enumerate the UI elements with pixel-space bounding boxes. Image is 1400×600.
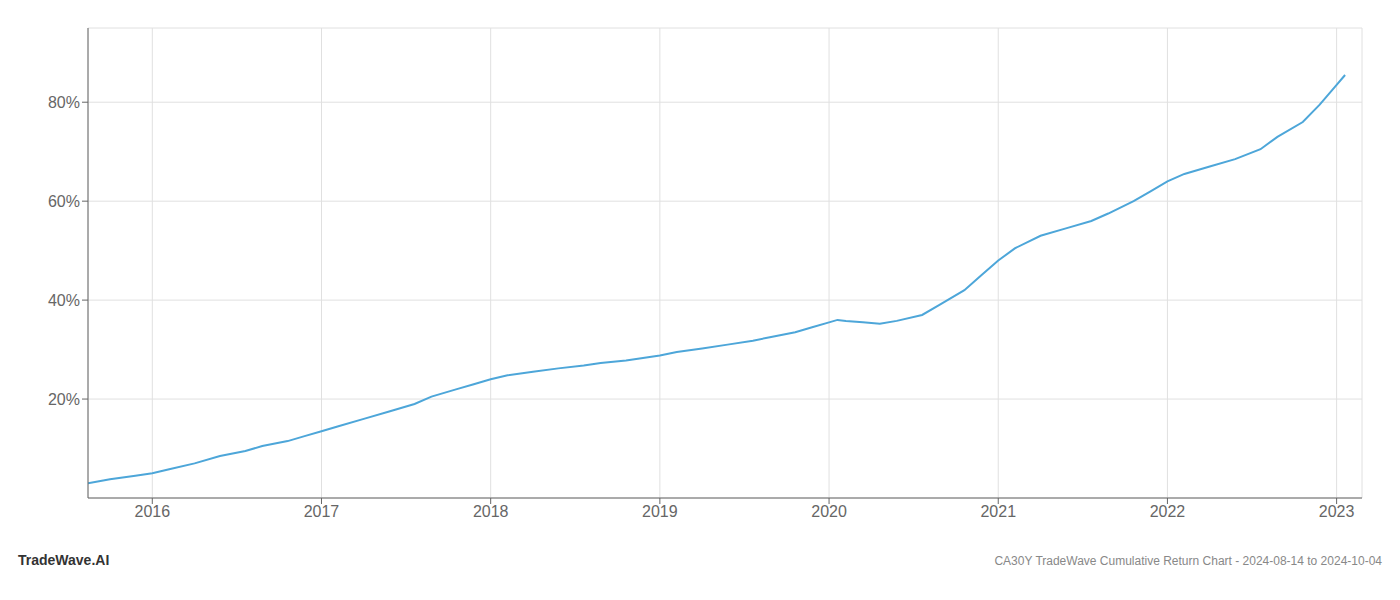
svg-text:60%: 60% bbox=[48, 193, 80, 210]
svg-text:2020: 2020 bbox=[811, 503, 847, 520]
html-text:TradeWave.AI: TradeWave.AI bbox=[18, 552, 110, 568]
svg-text:2019: 2019 bbox=[642, 503, 678, 520]
svg-text:2018: 2018 bbox=[473, 503, 509, 520]
svg-text:2022: 2022 bbox=[1150, 503, 1186, 520]
svg-text:80%: 80% bbox=[48, 94, 80, 111]
svg-text:20%: 20% bbox=[48, 391, 80, 408]
svg-text:2016: 2016 bbox=[134, 503, 170, 520]
svg-text:2017: 2017 bbox=[304, 503, 340, 520]
svg-text:2021: 2021 bbox=[980, 503, 1016, 520]
svg-text:40%: 40% bbox=[48, 292, 80, 309]
svg-text:2023: 2023 bbox=[1319, 503, 1355, 520]
html-text:CA30Y TradeWave Cumulative Ret: CA30Y TradeWave Cumulative Return Chart … bbox=[994, 554, 1382, 568]
